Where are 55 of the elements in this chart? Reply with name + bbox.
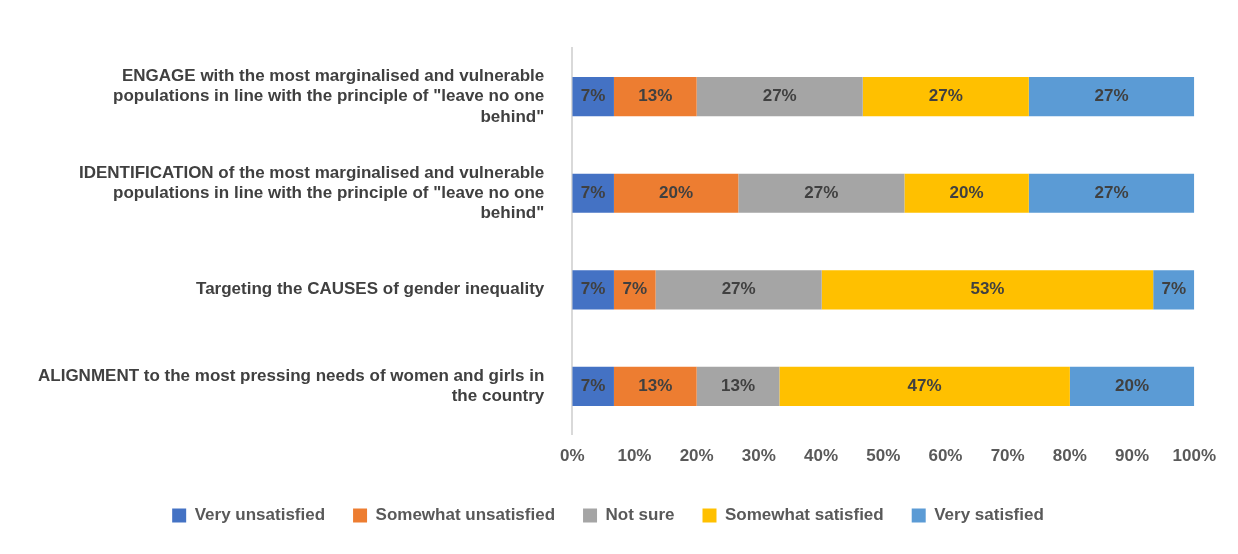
data-label: 27%: [928, 86, 963, 106]
data-label: 27%: [1094, 182, 1129, 202]
y-tick-label: ENGAGE with the most marginalised and vulnerable populations in line with the principle of "leave no one behind": [113, 65, 545, 126]
legend-label: Somewhat satisfied: [725, 505, 884, 525]
data-label: 7%: [580, 279, 606, 299]
bar: [696, 366, 780, 406]
bar: [696, 77, 863, 117]
x-tick-label: 70%: [990, 446, 1025, 466]
bar: [862, 77, 1029, 117]
data-label: 7%: [622, 279, 648, 299]
bar: [613, 77, 697, 117]
data-label: 7%: [1161, 279, 1187, 299]
x-tick-label: 80%: [1052, 446, 1087, 466]
data-label: 27%: [1094, 86, 1129, 106]
x-tick-label: 20%: [679, 446, 714, 466]
data-label: 27%: [762, 86, 797, 106]
data-label: 13%: [638, 376, 673, 396]
y-tick-label: Targeting the CAUSES of gender inequality: [196, 279, 545, 299]
legend-label: Not sure: [605, 505, 675, 525]
x-tick-label: 50%: [866, 446, 901, 466]
legend-label: Very satisfied: [934, 505, 1044, 525]
legend-label: Very unsatisfied: [194, 505, 326, 525]
x-tick-label: 90%: [1115, 446, 1150, 466]
x-tick-label: 40%: [804, 446, 839, 466]
x-tick-label: 30%: [741, 446, 776, 466]
data-label: 47%: [907, 376, 942, 396]
data-label: 27%: [804, 182, 839, 202]
x-tick-label: 0%: [559, 446, 585, 466]
data-label: 13%: [638, 86, 673, 106]
data-label: 53%: [970, 279, 1005, 299]
bar: [613, 270, 656, 310]
data-label: 20%: [949, 182, 984, 202]
legend-label: Somewhat unsatisfied: [375, 505, 556, 525]
bar: [779, 366, 1070, 406]
data-label: 20%: [1115, 376, 1150, 396]
x-tick-label: 10%: [617, 446, 652, 466]
data-label: 7%: [580, 182, 606, 202]
data-label: 7%: [580, 86, 606, 106]
bar: [1028, 77, 1195, 117]
bar: [613, 173, 739, 213]
x-tick-label: 100%: [1172, 446, 1216, 466]
x-tick-label: 60%: [928, 446, 963, 466]
bar: [821, 270, 1154, 310]
y-tick-label: ALIGNMENT to the most pressing needs of women and girls in the country: [38, 365, 545, 406]
bar: [1028, 173, 1195, 213]
data-label: 13%: [721, 376, 756, 396]
data-label: 7%: [580, 376, 606, 396]
data-label: 27%: [721, 279, 756, 299]
bar: [738, 173, 905, 213]
data-label: 20%: [659, 182, 694, 202]
bar: [613, 366, 697, 406]
bar: [904, 173, 1029, 213]
bar: [1069, 366, 1195, 406]
bar: [655, 270, 822, 310]
y-tick-label: IDENTIFICATION of the most marginalised and vulnerable populations in line with the principle of "leave no one behind": [78, 162, 545, 223]
